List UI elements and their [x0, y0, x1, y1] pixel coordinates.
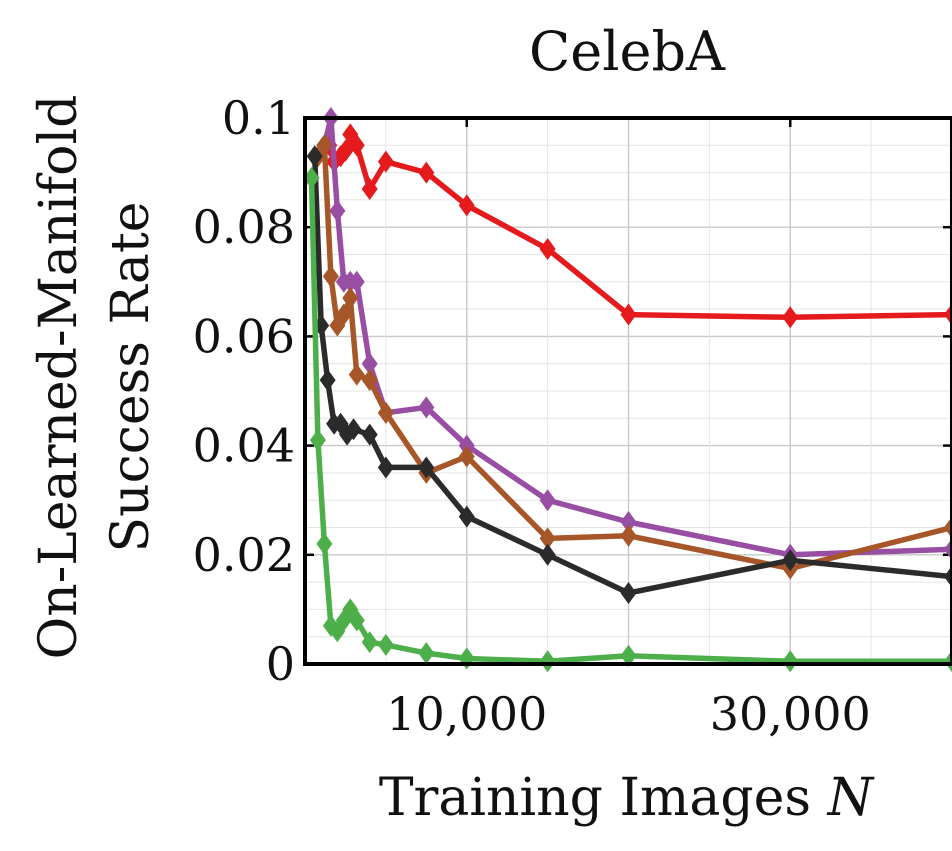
y-tick-label: 0.02: [193, 528, 295, 582]
x-tick-label: 30,000: [710, 687, 871, 741]
data-point: [316, 134, 333, 157]
series-line: [308, 175, 952, 665]
data-point: [335, 303, 352, 326]
y-tick-label: 0: [266, 637, 295, 691]
y-tick-label: 0.08: [193, 200, 295, 254]
chart-title: CelebA: [529, 20, 726, 83]
y-tick-label: 0.06: [193, 309, 295, 363]
data-point: [329, 199, 346, 222]
data-point: [620, 303, 637, 326]
x-ticks: 10,000 30,000: [386, 118, 871, 741]
series-5: [305, 167, 952, 673]
data-point: [305, 167, 320, 190]
x-tick-label: 10,000: [386, 687, 547, 741]
series-group: [305, 107, 952, 673]
series-line: [315, 142, 952, 572]
x-axis-label-text: Training Images: [379, 768, 828, 828]
data-point: [361, 631, 378, 654]
y-ticks: 0 0.02 0.04 0.06 0.08 0.1: [193, 91, 952, 691]
data-point: [342, 287, 359, 310]
data-point: [782, 650, 799, 673]
y-axis-label-line2: Success Rate: [101, 201, 161, 552]
series-3: [309, 134, 952, 580]
data-point: [316, 532, 333, 555]
y-axis-label: On-Learned-Manifold Success Rate: [29, 95, 161, 660]
data-point: [377, 456, 394, 479]
data-point: [345, 418, 362, 441]
data-point: [539, 489, 556, 512]
series-layer: [305, 107, 952, 673]
data-point: [458, 647, 475, 670]
series-4: [306, 145, 952, 605]
series-line: [321, 115, 952, 558]
data-point: [539, 527, 556, 550]
data-point: [458, 445, 475, 468]
data-point: [418, 396, 435, 419]
data-point: [458, 194, 475, 217]
data-point: [620, 511, 637, 534]
data-point: [782, 306, 799, 329]
y-axis-label-line1: On-Learned-Manifold: [29, 95, 89, 660]
data-point: [620, 644, 637, 667]
data-point: [539, 650, 556, 673]
data-point: [539, 238, 556, 261]
data-point: [348, 609, 365, 632]
series-1: [321, 123, 952, 329]
data-point: [306, 145, 323, 168]
series-line: [326, 131, 952, 321]
data-point: [309, 429, 326, 452]
data-point: [322, 265, 339, 288]
data-point: [377, 401, 394, 424]
plot-frame: [303, 116, 952, 666]
data-point: [361, 369, 378, 392]
data-point: [348, 363, 365, 386]
data-point: [620, 582, 637, 605]
data-point: [539, 543, 556, 566]
data-point: [377, 633, 394, 656]
x-axis-label: Training Images N: [379, 768, 875, 828]
data-point: [361, 177, 378, 200]
data-point: [418, 161, 435, 184]
data-point: [361, 352, 378, 375]
data-point: [348, 134, 365, 157]
y-tick-label: 0.04: [193, 419, 295, 473]
x-axis-label-variable: N: [826, 768, 875, 828]
data-point: [361, 423, 378, 446]
data-point: [418, 642, 435, 665]
data-point: [319, 369, 336, 392]
data-point: [418, 456, 435, 479]
data-point: [782, 549, 799, 572]
data-point: [348, 270, 365, 293]
data-point: [377, 150, 394, 173]
y-tick-label: 0.1: [222, 91, 295, 145]
data-point: [458, 505, 475, 528]
data-point: [620, 524, 637, 547]
